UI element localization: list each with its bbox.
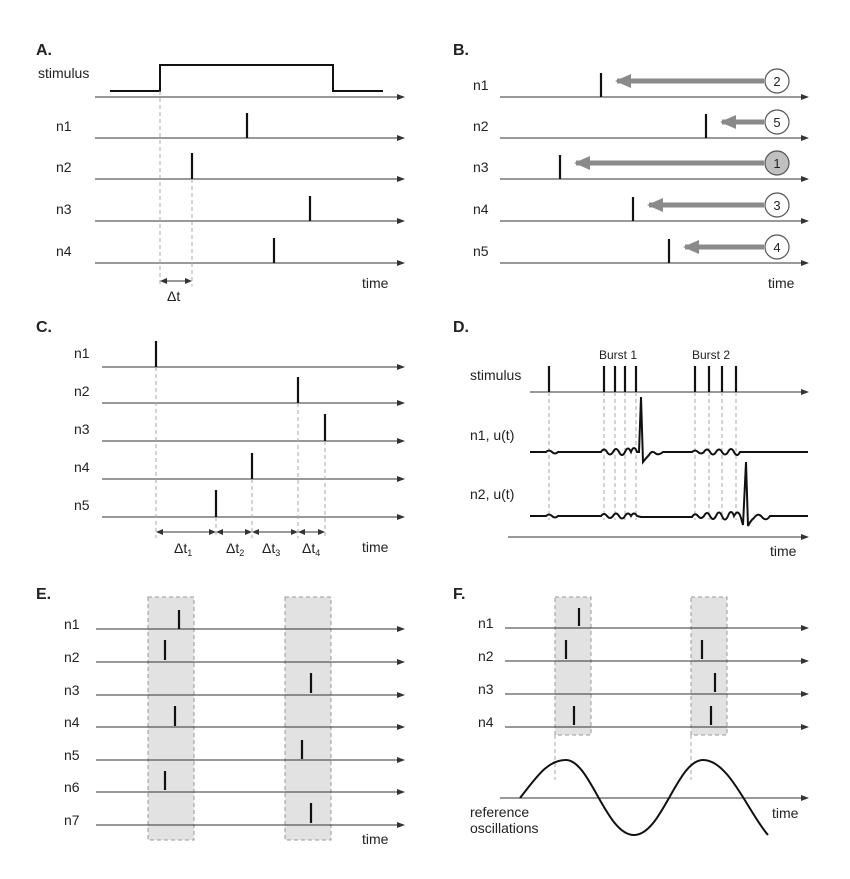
time-label: time <box>362 539 389 555</box>
rank-circle <box>764 68 790 94</box>
neuron-label: n2 <box>478 648 494 664</box>
neuron-label: n3 <box>473 159 489 175</box>
panel-f: F. n1 n2 n3 n4 reference oscillations ti… <box>453 586 809 837</box>
panel-b-label: B. <box>453 42 469 59</box>
panel-b: B. n1 2 n2 5 n3 1 n4 3 n5 4 time <box>453 42 809 291</box>
panel-c-label: C. <box>36 319 52 336</box>
rank-number: 2 <box>773 74 780 89</box>
time-label: time <box>770 543 797 559</box>
neuron-label: n1 <box>64 616 80 632</box>
trace-1-label: n1, u(t) <box>470 427 514 443</box>
panel-d-label: D. <box>453 319 469 336</box>
reference-oscillation-wave <box>519 758 769 837</box>
rank-circle <box>764 234 790 260</box>
neuron-label: n4 <box>74 459 90 475</box>
rank-circle <box>764 109 790 135</box>
neuron-label: n3 <box>478 681 494 697</box>
interval-label: Δt2 <box>226 540 244 558</box>
interval-label: Δt1 <box>174 540 192 558</box>
neuron-label: n2 <box>473 118 489 134</box>
burst-2-label: Burst 2 <box>692 348 730 362</box>
neuron-label: n1 <box>478 615 494 631</box>
neuron-label: n2 <box>74 383 90 399</box>
interval-label: Δt3 <box>262 540 280 558</box>
panel-f-label: F. <box>453 586 465 603</box>
neuron-label: n1 <box>56 118 72 134</box>
stimulus-label: stimulus <box>38 65 89 81</box>
neuron-label: n4 <box>56 243 72 259</box>
neuron-label: n4 <box>473 201 489 217</box>
latency-label: Δt <box>167 288 180 304</box>
neuron-label: n5 <box>64 747 80 763</box>
time-label: time <box>362 831 389 847</box>
burst-guides <box>548 392 737 520</box>
neuron-label: n2 <box>56 159 72 175</box>
time-window-1 <box>147 596 195 841</box>
oscillation-label-line1: reference <box>470 804 529 820</box>
neuron-label: n5 <box>74 497 90 513</box>
oscillation-label-line2: oscillations <box>470 820 538 836</box>
membrane-potential-trace-1 <box>530 396 808 465</box>
neuron-label: n3 <box>64 682 80 698</box>
panel-d: D. Burst 1 Burst 2 stimulus n1 <box>453 319 809 559</box>
burst-1-label: Burst 1 <box>599 348 637 362</box>
stimulus-pulse <box>110 64 383 92</box>
panel-c: C. n1 n2 n3 n4 n5 Δt1 Δt2 Δt3 Δt4 time <box>36 319 405 558</box>
time-label: time <box>768 275 795 291</box>
neuron-label: n7 <box>64 812 80 828</box>
neuron-label: n3 <box>74 421 90 437</box>
interval-label: Δt4 <box>302 540 320 558</box>
rank-number: 3 <box>773 198 780 213</box>
neuron-label: n3 <box>56 201 72 217</box>
time-label: time <box>362 275 389 291</box>
rank-number: 5 <box>773 115 780 130</box>
membrane-potential-trace-2 <box>530 461 808 527</box>
rank-circle-first <box>764 150 790 176</box>
trace-2-label: n2, u(t) <box>470 486 514 502</box>
panel-a-label: A. <box>36 42 52 59</box>
time-window-2 <box>284 596 332 841</box>
stimulus-label: stimulus <box>470 367 521 383</box>
rank-number: 4 <box>773 240 780 255</box>
rank-circle <box>764 192 790 218</box>
neuron-label: n1 <box>473 77 489 93</box>
panel-e-label: E. <box>36 586 51 603</box>
stimulus-spikes <box>547 366 738 392</box>
neuron-label: n2 <box>64 649 80 665</box>
time-label: time <box>772 805 799 821</box>
neuron-label: n1 <box>74 345 90 361</box>
rank-number: 1 <box>773 156 780 171</box>
neuron-label: n5 <box>473 243 489 259</box>
panel-a: A. stimulus n1 n2 n3 n4 Δt time <box>36 42 405 304</box>
time-window-2 <box>690 596 728 736</box>
neuron-label: n4 <box>478 714 494 730</box>
neuron-label: n6 <box>64 779 80 795</box>
panel-e: E. n1 n2 n3 n4 n5 n6 n7 time <box>36 586 405 847</box>
neuron-label: n4 <box>64 714 80 730</box>
